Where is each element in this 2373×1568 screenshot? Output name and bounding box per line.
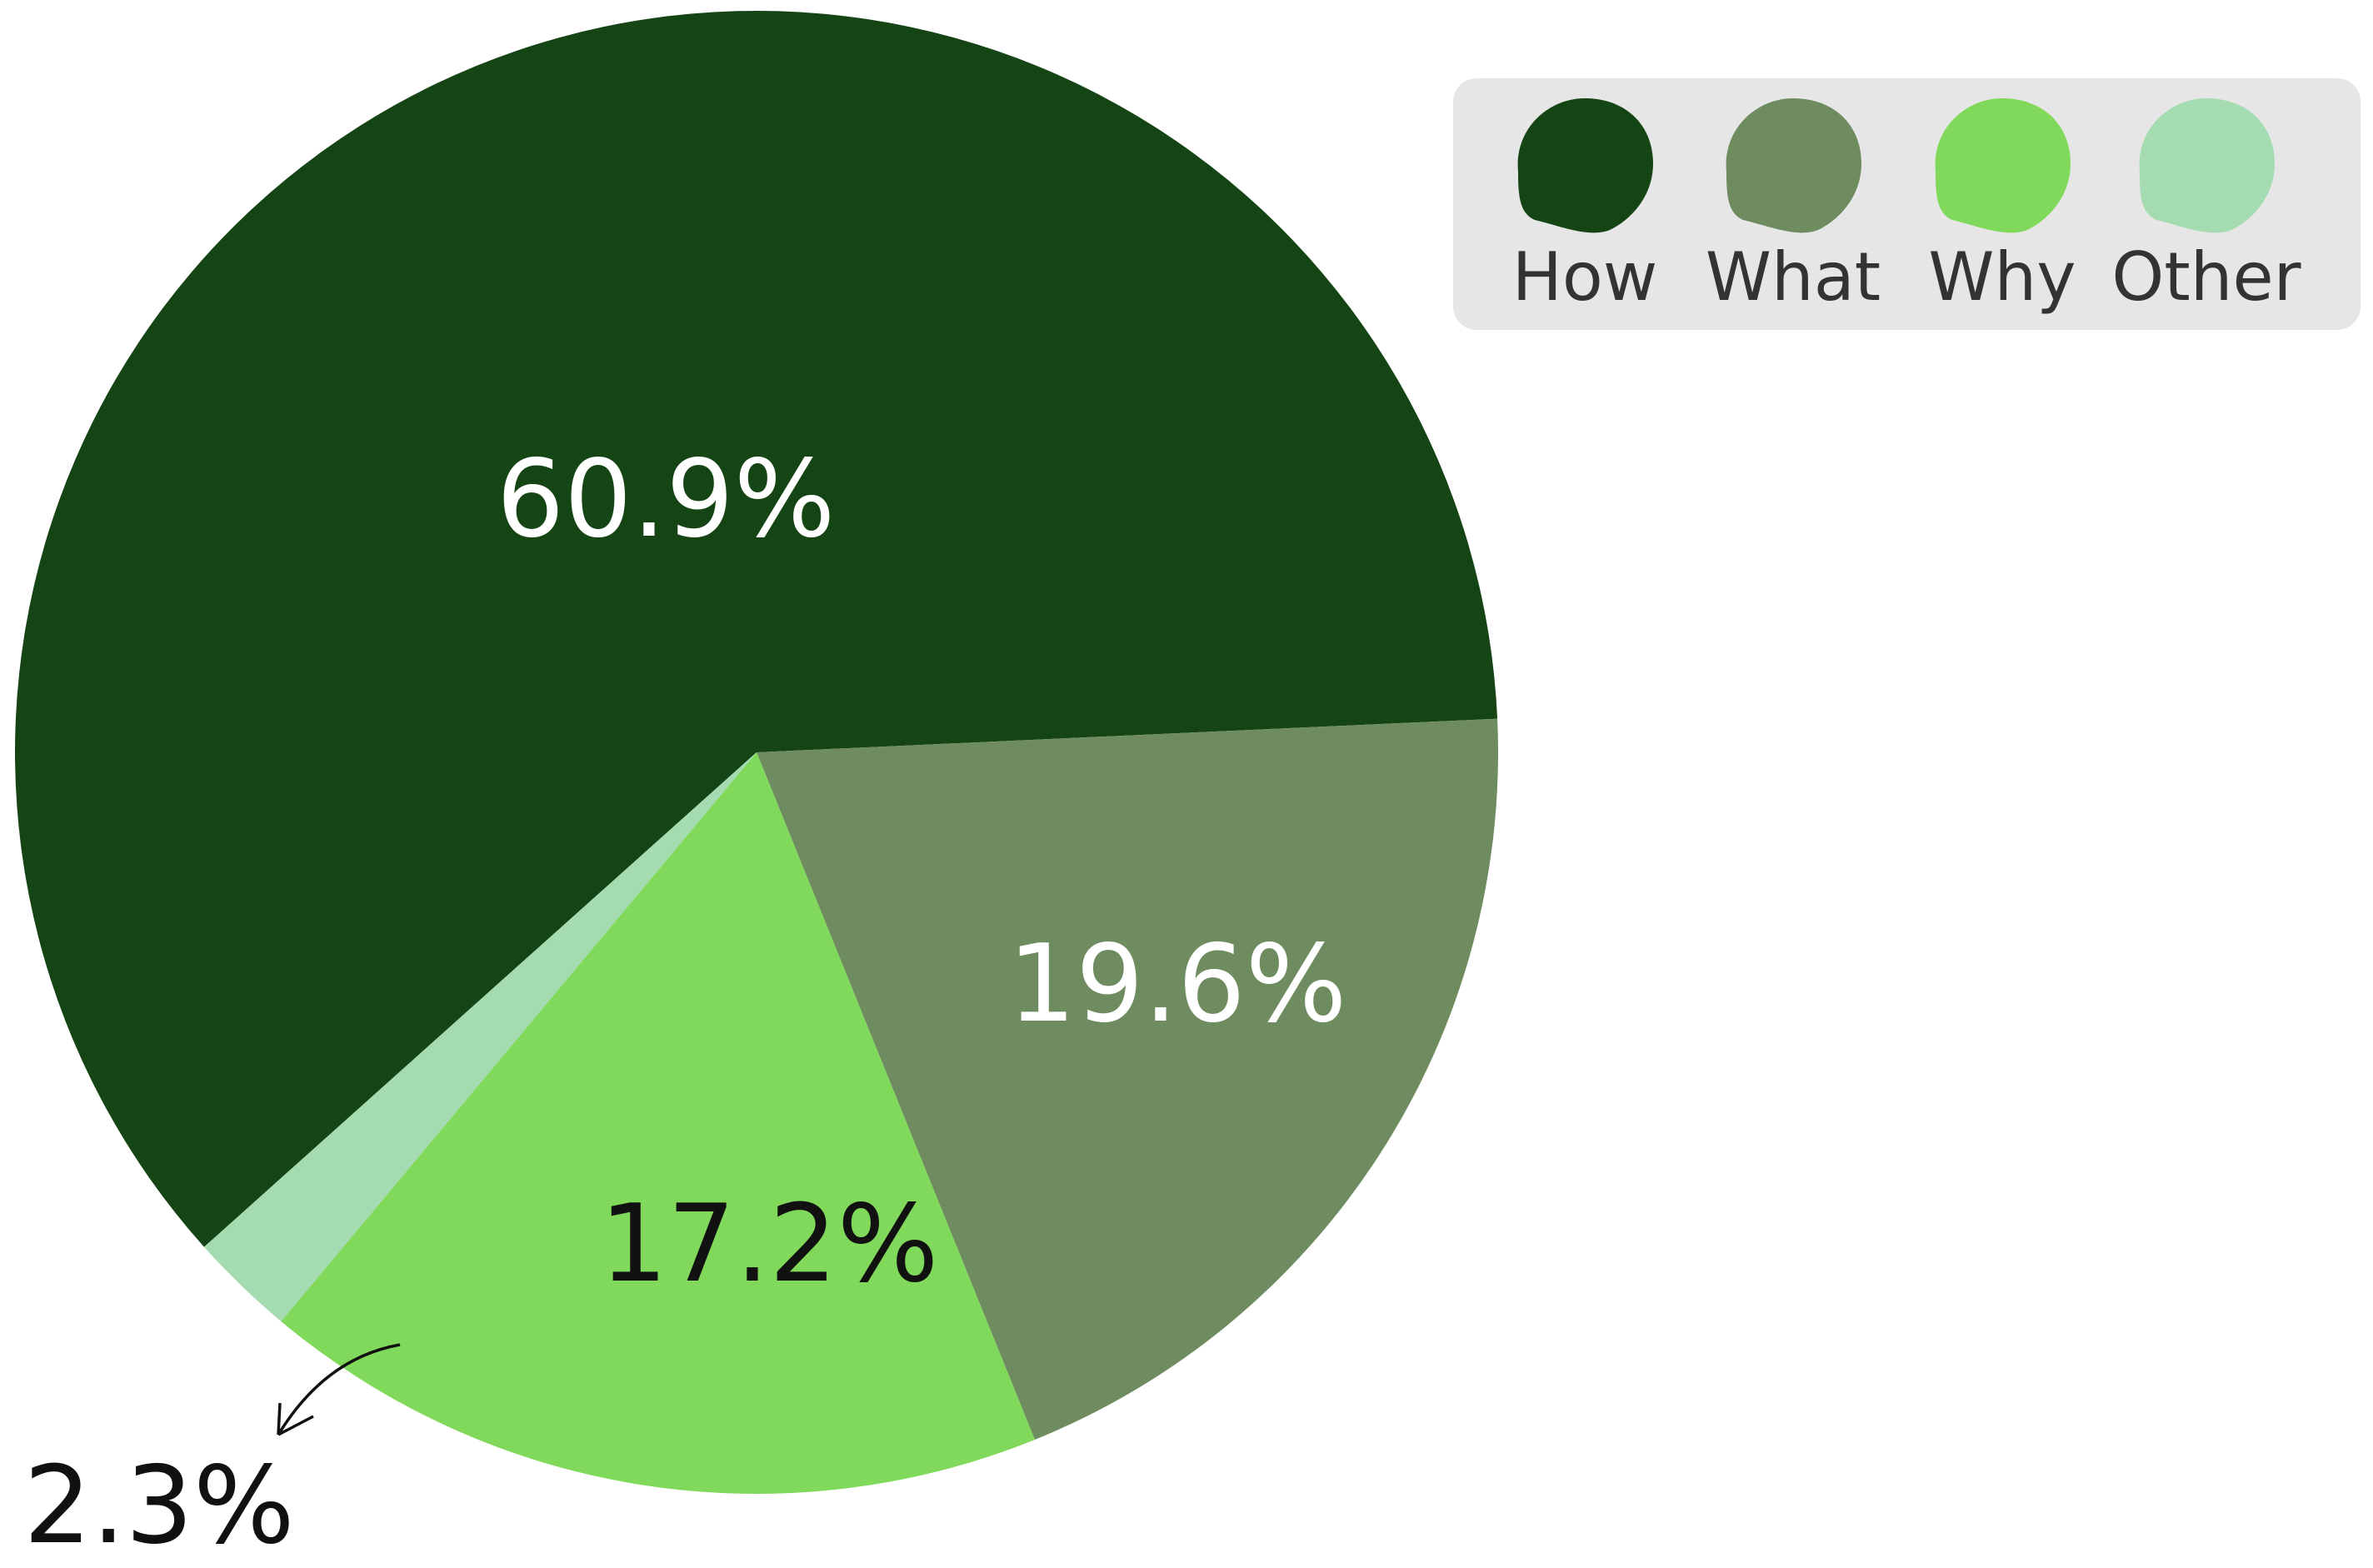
data-label: 19.6% [1008,922,1347,1046]
legend-swatch [1726,98,1861,233]
data-label: 2.3% [23,1444,294,1568]
pie-slice [203,752,757,1321]
legend: How What Why Other [1453,78,2361,330]
legend-swatch [1517,98,1653,233]
legend-label: How [1512,238,1658,316]
pie [15,11,1499,1494]
pie-slice [281,752,1035,1494]
pie-slice [757,718,1499,1440]
legend-box [1453,78,2361,330]
legend-swatch [1935,98,2071,233]
legend-label: What [1706,238,1881,316]
pie-slice [15,11,1498,1247]
data-label: 17.2% [600,1182,939,1306]
callout-arrow [277,1343,401,1436]
data-label: 60.9% [497,437,836,562]
legend-label: Why [1928,238,2076,316]
data-labels: 60.9% 19.6% 17.2% 2.3% [23,437,1346,1568]
legend-swatch [2139,98,2275,233]
legend-label: Other [2111,238,2301,316]
